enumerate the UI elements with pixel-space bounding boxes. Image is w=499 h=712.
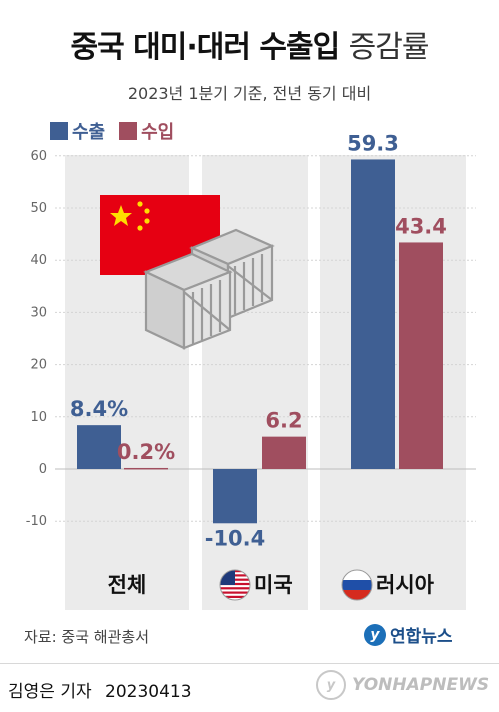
export-value-label: 8.4% bbox=[70, 397, 128, 421]
category-label: 러시아 bbox=[376, 573, 435, 597]
export-value-label: 59.3 bbox=[347, 131, 399, 155]
y-tick-label: 40 bbox=[30, 253, 47, 268]
footer-divider bbox=[0, 663, 499, 664]
watermark-logo-icon: y bbox=[316, 670, 346, 700]
import-bar bbox=[399, 242, 443, 469]
chart-subtitle: 2023년 1분기 기준, 전년 동기 대비 bbox=[127, 84, 372, 103]
legend-label-import: 수입 bbox=[141, 122, 175, 143]
y-tick-label: 20 bbox=[30, 358, 47, 373]
legend-label-export: 수출 bbox=[72, 122, 106, 143]
source-note: 자료: 중국 해관총서 bbox=[24, 628, 149, 646]
export-bar bbox=[77, 425, 121, 469]
export-value-label: -10.4 bbox=[205, 526, 266, 550]
export-bar bbox=[213, 469, 257, 524]
legend-swatch-import bbox=[119, 122, 138, 140]
watermark-text: YONHAPNEWS bbox=[352, 675, 490, 695]
import-value-label: 0.2% bbox=[117, 440, 175, 464]
brand-name: 연합뉴스 bbox=[390, 627, 453, 647]
export-bar bbox=[351, 159, 395, 470]
y-tick-label: 30 bbox=[30, 305, 47, 320]
y-tick-label: 50 bbox=[30, 201, 47, 216]
chart-title: 중국 대미·대러 수출입 증감률 bbox=[0, 22, 499, 66]
y-tick-label: 10 bbox=[30, 410, 47, 425]
china-trade-illustration bbox=[100, 195, 275, 350]
import-value-label: 43.4 bbox=[395, 214, 447, 238]
byline: 김영은 기자 20230413 bbox=[8, 677, 192, 702]
title-main: 중국 대미·대러 수출입 bbox=[70, 30, 341, 65]
yonhap-logo-icon: y bbox=[364, 623, 386, 646]
import-bar bbox=[262, 436, 306, 469]
import-value-label: 6.2 bbox=[265, 409, 302, 433]
y-tick-label: -10 bbox=[26, 514, 47, 529]
legend-swatch-export bbox=[50, 122, 68, 140]
reporter-name: 김영은 기자 bbox=[8, 682, 92, 702]
y-tick-label: 0 bbox=[39, 462, 47, 477]
watermark: y YONHAPNEWS bbox=[316, 670, 489, 700]
russia-flag-icon bbox=[341, 569, 373, 601]
publish-date: 20230413 bbox=[105, 682, 192, 702]
import-bar bbox=[124, 467, 168, 470]
legend-item-import: 수입 bbox=[119, 118, 174, 144]
legend: 수출 수입 bbox=[50, 118, 174, 144]
y-tick-label: 60 bbox=[30, 149, 47, 164]
category-label: 미국 bbox=[254, 573, 293, 597]
crate-icon bbox=[143, 252, 233, 350]
category-label: 전체 bbox=[108, 573, 147, 597]
brand-logo: y 연합뉴스 bbox=[364, 622, 453, 647]
legend-item-export: 수출 bbox=[50, 118, 105, 144]
us-flag-icon bbox=[219, 569, 251, 601]
title-sub: 증감률 bbox=[348, 30, 430, 65]
